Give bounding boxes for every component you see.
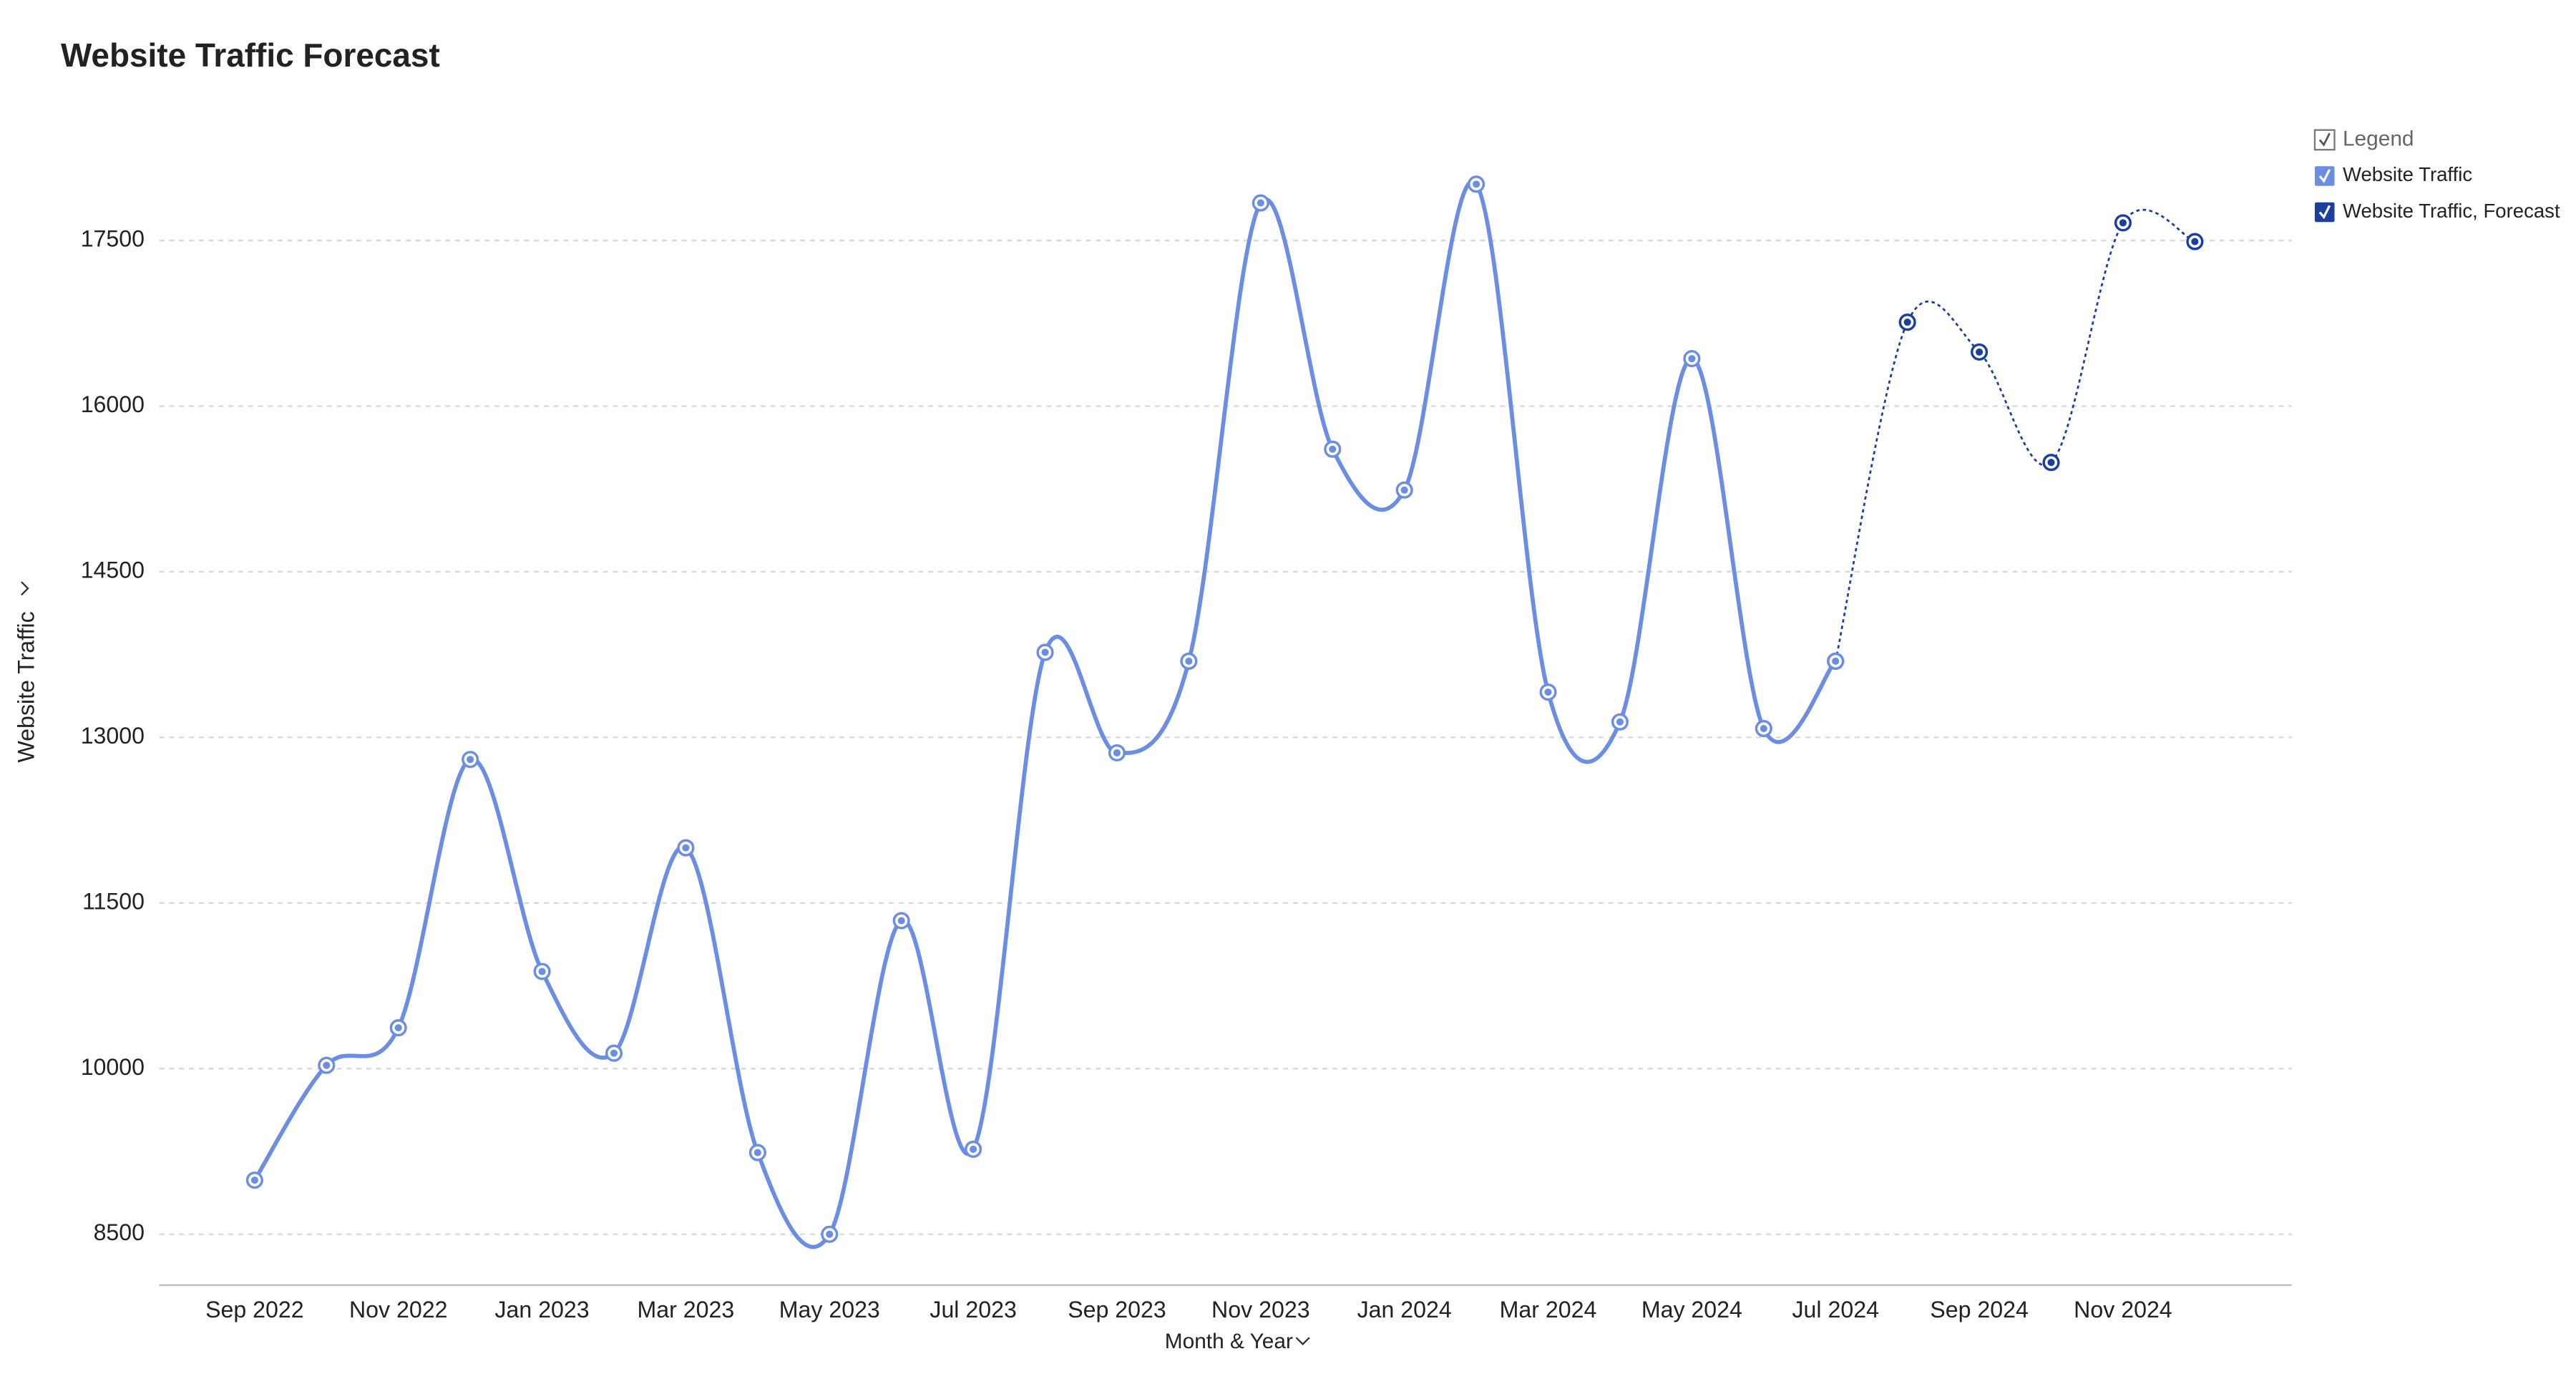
series-line	[1834, 208, 2195, 662]
legend-swatch[interactable]	[2314, 166, 2335, 186]
data-point-core	[1832, 657, 1840, 665]
x-tick-label: Sep 2022	[205, 1297, 304, 1322]
data-point-core	[1760, 725, 1767, 733]
data-point-core	[323, 1061, 331, 1069]
data-point-core	[1903, 318, 1911, 326]
x-tick-label: Mar 2023	[638, 1297, 735, 1322]
y-axis-title[interactable]: Website Traffic	[14, 611, 39, 762]
series-line	[253, 179, 1838, 1249]
y-tick-label: 10000	[81, 1054, 145, 1080]
y-tick-label: 16000	[81, 391, 145, 417]
data-point-core	[753, 1149, 761, 1156]
x-axis-chevron	[1295, 1337, 1310, 1345]
x-tick-label: Mar 2024	[1500, 1297, 1597, 1322]
legend-label[interactable]: Website Traffic	[2343, 163, 2472, 185]
x-tick-label: Jan 2024	[1357, 1297, 1452, 1322]
x-tick-label: Nov 2023	[1211, 1297, 1310, 1322]
x-tick-label: Jan 2023	[494, 1297, 589, 1322]
data-point-core	[1329, 445, 1337, 453]
data-point-core	[250, 1176, 258, 1184]
data-point-core	[1688, 355, 1696, 363]
y-tick-label: 14500	[81, 557, 145, 583]
legend-check	[2318, 169, 2331, 183]
y-axis-chevron	[21, 581, 29, 596]
data-point-core	[1257, 199, 1264, 207]
legend-swatch[interactable]	[2314, 202, 2335, 223]
x-tick-label: May 2023	[779, 1297, 880, 1322]
data-point-core	[682, 844, 690, 852]
data-point-core	[394, 1024, 402, 1032]
data-point-core	[1544, 688, 1552, 696]
data-point-core	[538, 968, 546, 975]
y-tick-label: 17500	[81, 226, 145, 252]
chart-title: Website Traffic Forecast	[61, 36, 440, 74]
legend-check	[2318, 205, 2331, 220]
x-tick-label: Sep 2024	[1930, 1297, 2029, 1322]
y-tick-label: 13000	[81, 723, 145, 749]
data-point-core	[2047, 459, 2055, 467]
x-tick-label: Jul 2024	[1792, 1297, 1878, 1322]
x-tick-label: Sep 2023	[1068, 1297, 1166, 1322]
legend-title-check	[2318, 132, 2331, 147]
data-point-core	[970, 1145, 977, 1153]
y-tick-label: 8500	[94, 1219, 145, 1245]
legend-title: Legend	[2343, 127, 2414, 150]
x-tick-label: Nov 2022	[349, 1297, 448, 1322]
data-point-core	[1616, 718, 1624, 726]
data-point-core	[2119, 219, 2127, 227]
y-tick-label: 11500	[82, 888, 145, 914]
x-axis-title[interactable]: Month & Year	[1165, 1330, 1293, 1353]
x-tick-label: May 2024	[1641, 1297, 1742, 1322]
legend-title-checkbox[interactable]	[2313, 129, 2336, 151]
data-point-core	[467, 756, 474, 764]
data-point-core	[2191, 238, 2199, 245]
data-point-core	[1400, 486, 1408, 494]
data-point-core	[1473, 180, 1480, 188]
data-point-core	[1113, 749, 1121, 757]
data-point-core	[1976, 348, 1984, 356]
legend-label[interactable]: Website Traffic, Forecast	[2343, 200, 2560, 222]
data-point-core	[1185, 657, 1193, 665]
data-point-core	[610, 1049, 618, 1057]
data-point-core	[897, 917, 905, 925]
data-point-core	[826, 1230, 834, 1238]
y-axis-title-group: Website Traffic	[14, 581, 39, 763]
data-point-core	[1041, 648, 1049, 656]
x-tick-label: Jul 2023	[930, 1297, 1016, 1322]
x-tick-label: Nov 2024	[2074, 1297, 2172, 1322]
